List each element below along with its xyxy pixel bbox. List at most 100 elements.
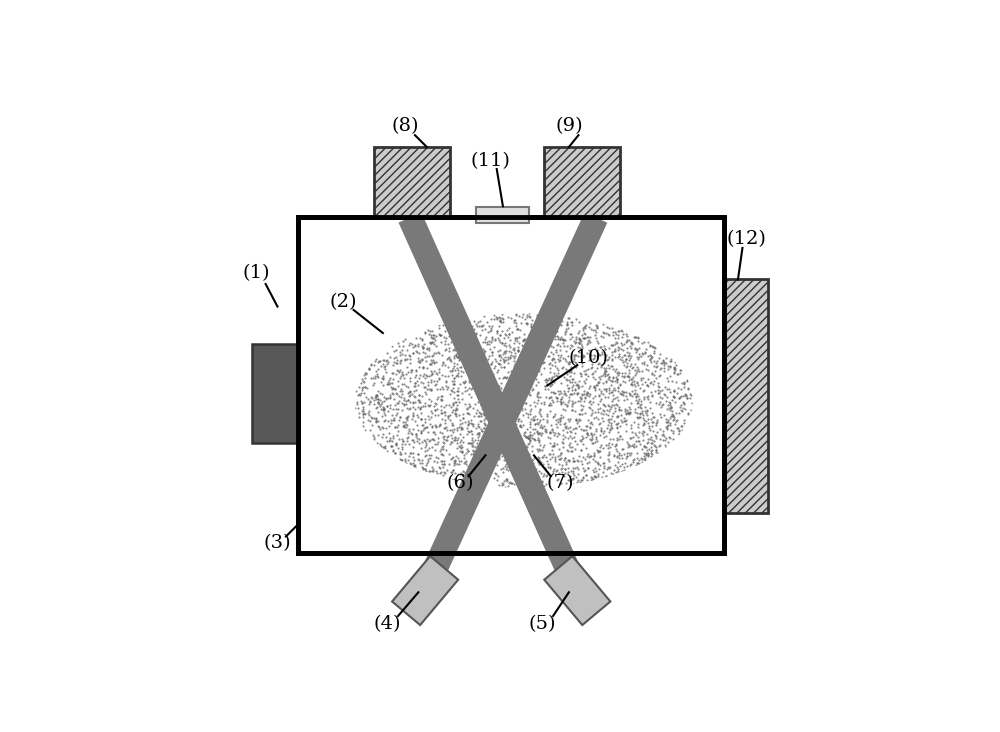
Point [570, 350, 586, 362]
Point [476, 417, 492, 429]
Point [630, 380, 646, 392]
Point [394, 367, 410, 378]
Point [450, 385, 466, 397]
Point [596, 340, 612, 351]
Point [612, 379, 628, 391]
Point [407, 371, 423, 383]
Point [665, 425, 681, 437]
Point [632, 400, 648, 411]
Point [542, 449, 558, 460]
Point [442, 354, 458, 365]
Point [500, 464, 516, 476]
Point [546, 376, 562, 388]
Point [409, 419, 425, 431]
Point [600, 391, 616, 403]
Point [494, 337, 510, 348]
Point [619, 330, 635, 342]
Point [397, 332, 413, 344]
Point [396, 392, 412, 403]
Point [570, 415, 586, 427]
Point [406, 454, 422, 466]
Point [615, 389, 631, 400]
Point [560, 312, 576, 324]
Point [643, 450, 659, 462]
Point [600, 368, 616, 380]
Point [354, 382, 370, 394]
Point [562, 388, 578, 400]
Point [593, 359, 609, 370]
Point [421, 384, 437, 395]
Point [604, 410, 620, 422]
Point [378, 392, 394, 404]
Point [527, 410, 543, 422]
Point [416, 422, 432, 433]
Point [596, 399, 612, 411]
Point [420, 376, 436, 388]
Point [582, 417, 598, 429]
Point [518, 317, 534, 329]
Point [616, 395, 632, 406]
Point [499, 383, 515, 395]
Point [454, 350, 470, 362]
Point [428, 398, 444, 410]
Point [470, 418, 486, 430]
Point [474, 324, 490, 335]
Point [470, 445, 486, 457]
Point [621, 401, 637, 413]
Point [680, 408, 696, 419]
Point [572, 391, 588, 403]
Point [509, 474, 525, 485]
Point [438, 435, 454, 447]
Point [451, 348, 467, 360]
Point [506, 316, 522, 328]
Point [609, 460, 625, 472]
Point [453, 366, 469, 378]
Point [362, 396, 378, 408]
Point [564, 381, 580, 393]
Point [574, 381, 590, 392]
Point [589, 362, 605, 373]
Point [402, 396, 418, 408]
Point [403, 366, 419, 378]
Point [580, 414, 596, 426]
Point [502, 376, 518, 388]
Point [521, 460, 537, 472]
Point [367, 373, 383, 384]
Point [614, 351, 630, 363]
Point [471, 427, 487, 438]
Point [469, 376, 485, 387]
Point [416, 434, 432, 446]
Point [586, 353, 602, 365]
Point [545, 396, 561, 408]
Text: (8): (8) [392, 117, 419, 135]
Point [568, 422, 584, 434]
Point [601, 342, 617, 354]
Point [645, 378, 661, 389]
Text: (1): (1) [243, 264, 270, 282]
Point [488, 312, 504, 324]
Point [456, 449, 472, 460]
Point [558, 456, 574, 468]
Point [614, 385, 630, 397]
Point [602, 433, 618, 445]
Point [550, 414, 566, 425]
Point [648, 444, 664, 455]
Point [472, 367, 488, 379]
Point [490, 444, 506, 455]
Point [621, 408, 637, 420]
Point [484, 408, 500, 420]
Point [471, 320, 487, 332]
Point [491, 411, 507, 422]
Point [600, 399, 616, 411]
Point [434, 441, 450, 453]
Bar [252, 344, 298, 443]
Point [576, 424, 592, 436]
Point [523, 381, 539, 392]
Point [579, 347, 595, 359]
Point [538, 332, 554, 343]
Point [393, 384, 409, 395]
Point [507, 456, 523, 468]
Point [376, 392, 392, 403]
Point [428, 421, 444, 433]
Point [495, 313, 511, 325]
